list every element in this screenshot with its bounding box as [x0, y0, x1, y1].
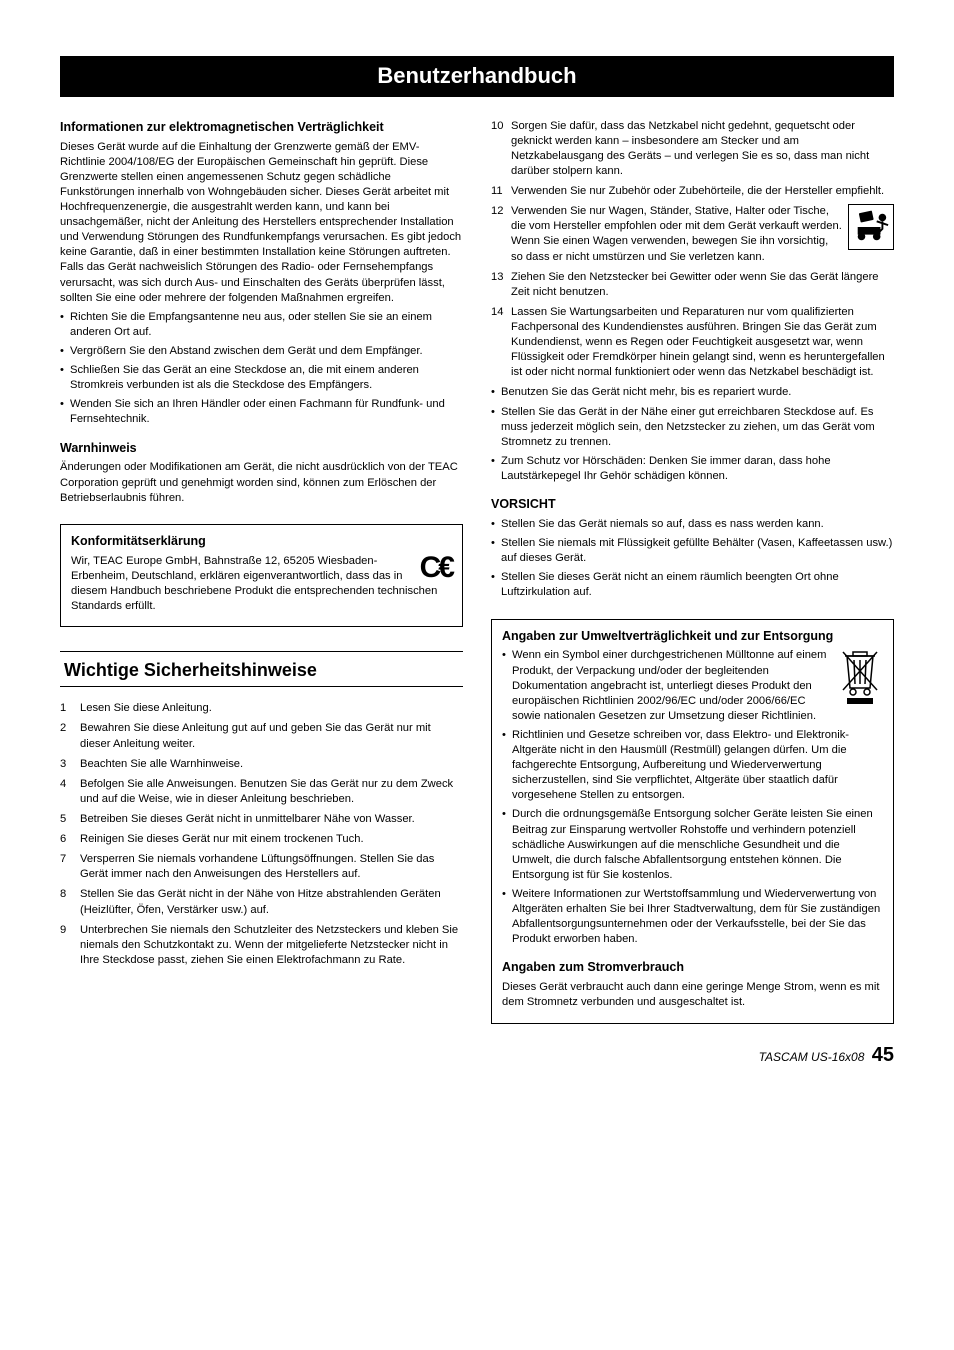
columns: Informationen zur elektromagnetischen Ve… [60, 119, 894, 1024]
page-number: 45 [872, 1044, 894, 1066]
safety-list-continued: 10Sorgen Sie dafür, dass das Netzkabel n… [491, 119, 894, 381]
list-item: Schließen Sie das Gerät an eine Steckdos… [60, 363, 463, 393]
list-item: Richtlinien und Gesetze schreiben vor, d… [502, 728, 883, 804]
list-item: 1Lesen Sie diese Anleitung. [60, 701, 463, 716]
weee-bin-icon [837, 648, 883, 706]
list-item: 13Ziehen Sie den Netzstecker bei Gewitte… [491, 270, 894, 300]
left-column: Informationen zur elektromagnetischen Ve… [60, 119, 463, 1024]
ce-mark-icon: C€ [420, 554, 452, 581]
right-column: 10Sorgen Sie dafür, dass das Netzkabel n… [491, 119, 894, 1024]
list-item: 14Lassen Sie Wartungsarbeiten und Repara… [491, 305, 894, 381]
additional-safety: Benutzen Sie das Gerät nicht mehr, bis e… [491, 385, 894, 484]
environment-list: Wenn ein Symbol einer durchgestrichenen … [502, 648, 883, 947]
conformity-box: Konformitätserklärung C€ Wir, TEAC Europ… [60, 524, 463, 627]
list-item: 5Betreiben Sie dieses Gerät nicht in unm… [60, 812, 463, 827]
list-item: Vergrößern Sie den Abstand zwischen dem … [60, 344, 463, 359]
list-item: 10Sorgen Sie dafür, dass das Netzkabel n… [491, 119, 894, 179]
safety-list: 1Lesen Sie diese Anleitung. 2Bewahren Si… [60, 701, 463, 968]
list-item: Stellen Sie niemals mit Flüssigkeit gefü… [491, 536, 894, 566]
list-item: 4Befolgen Sie alle Anweisungen. Benutzen… [60, 777, 463, 807]
warning-heading: Warnhinweis [60, 440, 463, 457]
conformity-text: Wir, TEAC Europe GmbH, Bahnstraße 12, 65… [71, 554, 452, 614]
page-footer: TASCAM US-16x08 45 [60, 1042, 894, 1069]
footer-model: TASCAM US-16x08 [759, 1050, 865, 1064]
list-item: Stellen Sie dieses Gerät nicht an einem … [491, 570, 894, 600]
warning-text: Änderungen oder Modifikationen am Gerät,… [60, 460, 463, 505]
list-item: Benutzen Sie das Gerät nicht mehr, bis e… [491, 385, 894, 400]
list-item: 3Beachten Sie alle Warnhinweise. [60, 757, 463, 772]
power-text: Dieses Gerät verbraucht auch dann eine g… [502, 980, 883, 1010]
page-banner: Benutzerhandbuch [60, 56, 894, 97]
list-item: Durch die ordnungsgemäße Entsorgung solc… [502, 807, 883, 883]
caution-heading: VORSICHT [491, 496, 894, 513]
list-item: Stellen Sie das Gerät niemals so auf, da… [491, 517, 894, 532]
list-item: 12 Verwenden Sie nur Wagen, Ständer, Sta… [491, 204, 894, 264]
emc-text: Dieses Gerät wurde auf die Einhaltung de… [60, 140, 463, 306]
power-heading: Angaben zum Stromverbrauch [502, 959, 883, 976]
environment-box: Angaben zur Umweltverträglichkeit und zu… [491, 619, 894, 1024]
list-item: Weitere Informationen zur Wertstoffsamml… [502, 887, 883, 947]
divider [60, 686, 463, 687]
list-item: Wenn ein Symbol einer durchgestrichenen … [502, 648, 883, 724]
list-item: 11Verwenden Sie nur Zubehör oder Zubehör… [491, 184, 894, 199]
safety-heading: Wichtige Sicherheitshinweise [60, 656, 463, 686]
list-item: 2Bewahren Sie diese Anleitung gut auf un… [60, 721, 463, 751]
list-item: Richten Sie die Empfangsantenne neu aus,… [60, 310, 463, 340]
environment-heading: Angaben zur Umweltverträglichkeit und zu… [502, 628, 883, 645]
conformity-heading: Konformitätserklärung [71, 533, 452, 550]
cart-tipping-icon [848, 204, 894, 250]
list-item: 9Unterbrechen Sie niemals den Schutzleit… [60, 923, 463, 968]
list-item: 8Stellen Sie das Gerät nicht in der Nähe… [60, 887, 463, 917]
caution-list: Stellen Sie das Gerät niemals so auf, da… [491, 517, 894, 601]
emc-heading: Informationen zur elektromagnetischen Ve… [60, 119, 463, 136]
list-item: 7Versperren Sie niemals vorhandene Lüftu… [60, 852, 463, 882]
list-item: Stellen Sie das Gerät in der Nähe einer … [491, 405, 894, 450]
list-item: Wenden Sie sich an Ihren Händler oder ei… [60, 397, 463, 427]
list-item: Zum Schutz vor Hörschäden: Denken Sie im… [491, 454, 894, 484]
list-item: 6Reinigen Sie dieses Gerät nur mit einem… [60, 832, 463, 847]
emc-measures: Richten Sie die Empfangsantenne neu aus,… [60, 310, 463, 428]
